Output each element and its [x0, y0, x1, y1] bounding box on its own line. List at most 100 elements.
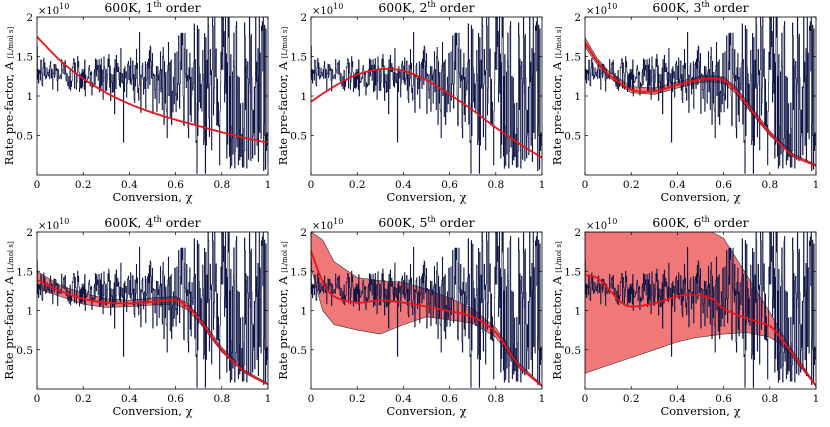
- y-tick-label: 0.5: [16, 131, 33, 143]
- panel-title: 600K, 5th order: [378, 215, 474, 230]
- y-tick-label: 1: [300, 306, 307, 318]
- y-tick-label: 2: [574, 12, 581, 24]
- panel-title-sup: th: [701, 0, 709, 9]
- fit-line: [585, 274, 816, 387]
- raw-data-trace: [311, 17, 542, 174]
- y-multiplier: ×1010: [38, 217, 69, 232]
- fit-line: [37, 279, 268, 386]
- confidence-band: [37, 270, 268, 386]
- chart-panel-6: 0 0.2 0.4 0.6 0.8 1 0.5 1 1.5 2 ×1010 600K, 6th ord…: [550, 215, 819, 418]
- panel-title-sup: th: [153, 215, 161, 224]
- fit-line: [37, 36, 268, 144]
- x-axis-label: Conversion, χ: [386, 404, 466, 418]
- y-multiplier-exponent: 10: [607, 217, 617, 226]
- y-tick-label: 2: [300, 227, 307, 239]
- x-tick-label: 0.6: [167, 393, 184, 405]
- panel-title: 600K, 1th order: [104, 0, 200, 15]
- y-axis-label: Rate pre-factor, A [L/mol s]: [276, 241, 290, 380]
- y-multiplier: ×1010: [38, 2, 69, 17]
- panel-title: 600K, 3th order: [652, 0, 748, 15]
- panel-title-sup: th: [427, 215, 435, 224]
- y-axis-label: Rate pre-factor, A [L/mol s]: [2, 241, 16, 380]
- y-multiplier-exponent: 10: [333, 217, 343, 226]
- x-axis-label: Conversion, χ: [112, 190, 192, 204]
- x-tick-label: 0.6: [715, 179, 732, 191]
- y-tick-label: 0.5: [290, 345, 307, 357]
- x-tick-label: 0.4: [395, 393, 412, 405]
- chart-panel-3: 0 0.2 0.4 0.6 0.8 1 0.5 1 1.5 2 ×1010 600K, 3th ord…: [550, 0, 819, 204]
- y-axis-label: Rate pre-factor, A [L/mol s]: [276, 27, 290, 166]
- y-axis-unit: [L/mol s]: [7, 241, 15, 273]
- x-tick-label: 1: [813, 179, 820, 191]
- panel-title-sup: th: [427, 0, 435, 9]
- panel-title-tail: order: [436, 0, 475, 15]
- x-tick-label: 0: [582, 393, 589, 405]
- x-axis-label: Conversion, χ: [660, 404, 740, 418]
- x-tick-label: 0: [34, 393, 41, 405]
- x-tick-label: 0.2: [623, 393, 640, 405]
- y-tick-label: 1.5: [290, 52, 307, 64]
- y-tick-label: 1.5: [16, 266, 33, 278]
- fit-line: [585, 41, 816, 167]
- x-tick-label: 0.6: [167, 179, 184, 191]
- y-tick-label: 1: [574, 91, 581, 103]
- y-tick-label: 2: [574, 227, 581, 239]
- x-tick-label: 0.8: [213, 179, 230, 191]
- y-tick-label: 1: [26, 306, 33, 318]
- x-tick-label: 0.8: [213, 393, 230, 405]
- x-tick-label: 0.2: [623, 179, 640, 191]
- y-axis-unit: [L/mol s]: [281, 241, 289, 273]
- y-tick-label: 1: [26, 91, 33, 103]
- panel-title: 600K, 2th order: [378, 0, 474, 15]
- y-axis-unit: [L/mol s]: [555, 27, 563, 59]
- x-axis-label: Conversion, χ: [386, 190, 466, 204]
- x-tick-label: 0: [582, 179, 589, 191]
- raw-data-trace: [37, 232, 268, 388]
- y-tick-label: 1: [574, 306, 581, 318]
- y-multiplier-exponent: 10: [59, 2, 69, 11]
- y-multiplier: ×1010: [586, 2, 617, 17]
- x-tick-label: 0.2: [75, 179, 92, 191]
- x-tick-label: 0.2: [349, 179, 366, 191]
- x-tick-label: 0.4: [121, 179, 138, 191]
- y-tick-label: 2: [26, 12, 33, 24]
- y-tick-label: 2: [300, 12, 307, 24]
- panel-title-tail: order: [436, 215, 475, 230]
- y-axis-unit: [L/mol s]: [555, 241, 563, 273]
- y-axis-unit: [L/mol s]: [7, 27, 15, 59]
- y-tick-label: 0.5: [290, 131, 307, 143]
- y-axis-unit: [L/mol s]: [281, 27, 289, 59]
- x-tick-label: 0.4: [121, 393, 138, 405]
- y-tick-label: 0.5: [564, 345, 581, 357]
- y-multiplier: ×1010: [312, 2, 343, 17]
- x-tick-label: 0: [308, 393, 315, 405]
- x-tick-label: 1: [265, 179, 272, 191]
- confidence-band: [585, 36, 816, 167]
- x-tick-label: 0.4: [669, 393, 686, 405]
- y-axis-label: Rate pre-factor, A [L/mol s]: [550, 27, 564, 166]
- x-axis-label: Conversion, χ: [112, 404, 192, 418]
- x-tick-label: 0.4: [395, 179, 412, 191]
- x-tick-label: 0.6: [715, 393, 732, 405]
- panel-title: 600K, 4th order: [104, 215, 200, 230]
- chart-panel-5: 0 0.2 0.4 0.6 0.8 1 0.5 1 1.5 2 ×1010 600K, 5th ord…: [276, 215, 545, 418]
- x-tick-label: 0.4: [669, 179, 686, 191]
- y-multiplier-exponent: 10: [607, 2, 617, 11]
- panel-title-tail: order: [162, 0, 201, 15]
- y-tick-label: 1.5: [564, 266, 581, 278]
- panel-title-sup: th: [701, 215, 709, 224]
- x-tick-label: 0: [308, 179, 315, 191]
- panel-title-tail: order: [710, 215, 749, 230]
- y-multiplier-exponent: 10: [59, 217, 69, 226]
- y-multiplier-exponent: 10: [333, 2, 343, 11]
- x-axis-label: Conversion, χ: [660, 190, 740, 204]
- x-tick-label: 0.6: [441, 393, 458, 405]
- panel-title-tail: order: [162, 215, 201, 230]
- x-tick-label: 1: [813, 393, 820, 405]
- x-tick-label: 1: [539, 179, 546, 191]
- x-tick-label: 0.2: [349, 393, 366, 405]
- raw-data-trace: [311, 232, 542, 388]
- x-tick-label: 0.6: [441, 179, 458, 191]
- panel-title-tail: order: [710, 0, 749, 15]
